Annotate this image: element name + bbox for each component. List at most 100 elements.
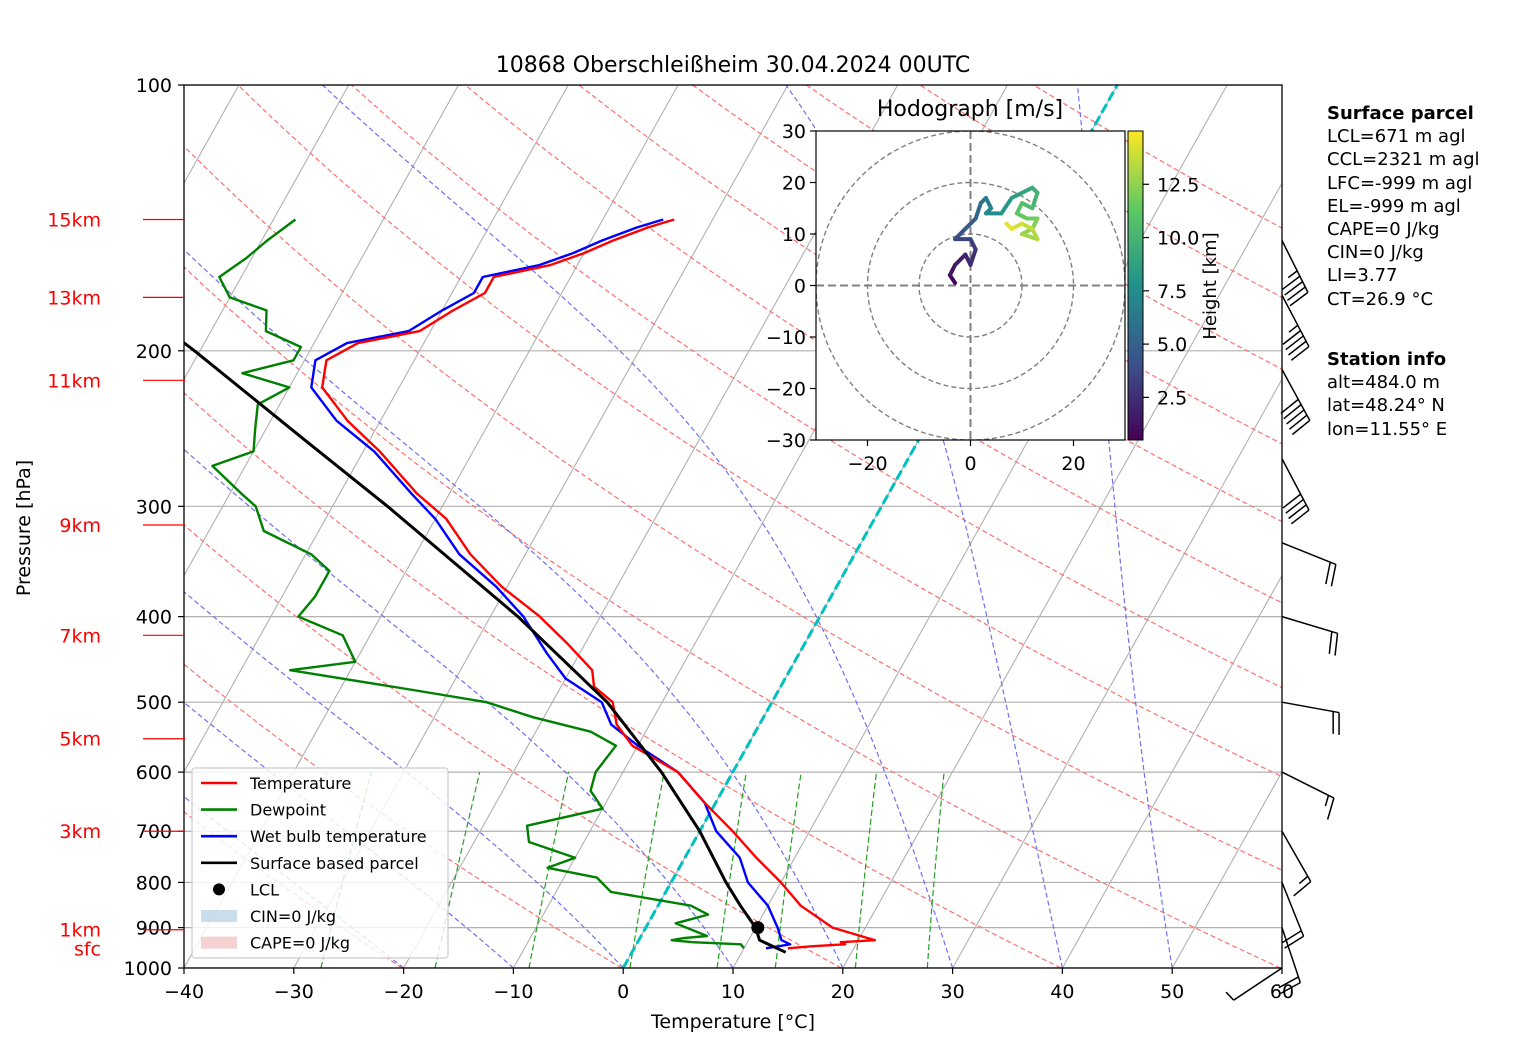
legend-swatch-patch [201,936,237,949]
surface-lcl: LCL=671 m agl [1327,126,1466,148]
pressure-tick-label: 400 [136,607,172,629]
legend-entries: Temperature Dewpoint Wet bulb temperature S… [201,774,427,953]
surface-lfc: LFC=-999 m agl [1327,172,1473,194]
chart-title: 10868 Oberschleißheim 30.04.2024 00UTC [496,53,971,78]
legend-label: CIN=0 J/kg [250,907,336,926]
hodograph-trace-segment [953,252,968,267]
height-label: sfc [74,938,101,960]
wind-barb-feather [1285,335,1304,351]
hodograph-y-tick-label: 0 [794,276,806,298]
surface-cin: CIN=0 J/kg [1327,242,1424,264]
legend-box [191,767,449,959]
temperature-tick-label: 0 [617,981,629,1003]
wind-barb-feather [1282,493,1302,509]
dry-adiabat [184,392,1062,968]
legend-label: Surface based parcel [250,854,419,873]
wind-barb-feather [1289,291,1309,307]
surface-parcel-panel: Surface parcel LCL=671 m agl CCL=2321 m … [1327,102,1480,311]
mixing-ratio-line [716,772,747,968]
colorbar-tick-label: 10.0 [1157,228,1199,250]
isotherm-line [184,85,459,577]
wind-barb-feather [1286,409,1305,425]
legend-label: Temperature [249,774,351,793]
surface-cape: CAPE=0 J/kg [1327,219,1440,241]
legend-label: CAPE=0 J/kg [250,934,350,953]
isotherm-line [842,181,1282,968]
wind-barb-feather [1286,286,1306,302]
surface-el: EL=-999 m agl [1327,195,1461,217]
wind-barb-staff [1281,542,1337,566]
pressure-tick-label: 800 [136,872,172,894]
wind-barb-staff [1281,615,1338,635]
hodograph-trace-segment [973,201,983,221]
hodograph-y-tick-label: −20 [766,379,806,401]
hodograph-x-tick-label: 0 [964,453,976,475]
wind-barb-staff [1281,882,1305,937]
temperature-tick-label: 50 [1160,981,1184,1003]
y-axis-label: Pressure [hPa] [13,460,35,596]
wind-barb-staff [1281,369,1311,421]
hodograph-trace-segment [1030,190,1040,211]
colorbar-tick-labels: 2.5 5.0 7.5 10.0 12.5 [1143,174,1199,409]
wind-barb-feather [1282,330,1302,345]
hodograph-content [816,131,1125,440]
pressure-tick-label: 100 [136,75,172,97]
isotherm-line [1061,574,1282,968]
wind-barb-feather [1285,498,1304,514]
dry-adiabat [237,85,1282,778]
height-label: 9km [59,515,101,537]
station-lat: lat=48.24° N [1327,395,1445,417]
wind-barb-feather [1328,631,1333,654]
station-info-heading: Station info [1327,349,1447,370]
legend-swatch-marker [213,883,225,896]
dewpoint-line [211,218,745,950]
wind-barb-staff [1233,967,1283,1001]
mixing-ratio-line [926,772,945,968]
station-info-panel: Station info alt=484.0 m lat=48.24° N lo… [1327,348,1447,441]
dry-adiabat [184,266,1281,968]
hodograph-tick-labels: −20 0 20 30 20 10 0 −10 −20 −30 [766,121,1086,475]
wind-barb-feather [1326,797,1335,820]
wind-barbs [1225,240,1340,1001]
hodograph-background [816,131,1125,440]
pressure-tick-label: 1000 [124,958,172,980]
moist-adiabat [184,448,734,968]
colorbar-tick-label: 5.0 [1157,334,1187,356]
wind-barb-feather [1281,930,1302,944]
wind-barb-feather [1291,419,1311,436]
dry-adiabat [919,85,1282,299]
hodograph-y-tick-label: 30 [782,121,806,143]
wind-barb-feather [1280,981,1301,995]
temperature-tick-label: −40 [164,981,204,1003]
temperature-tick-label: 20 [831,981,855,1003]
wet-bulb-line [310,218,792,950]
hodograph-y-tick-label: −10 [766,327,806,349]
legend-label: LCL [250,880,279,899]
height-label: 3km [59,821,101,843]
wind-barb-feather [1280,398,1299,414]
height-label: 13km [47,287,101,309]
legend-label: Dewpoint [250,801,326,820]
surface-ct: CT=26.9 °C [1327,288,1434,310]
height-colorbar [1127,130,1144,441]
temperature-tick-label: −30 [274,981,314,1003]
wind-barb-feather [1330,564,1337,587]
temperature-tick-label: 10 [721,981,745,1003]
hodograph-title: Hodograph [m/s] [877,97,1063,122]
wind-barb-feather [1288,340,1307,356]
wind-barb-half-feather [1225,991,1235,1001]
hodograph-x-tick-label: 20 [1061,453,1085,475]
isotherm-line [403,85,899,968]
wind-barb-staff [1281,240,1309,293]
x-axis-label: Temperature [°C] [650,1011,815,1033]
hodograph-x-tick-label: −20 [847,453,887,475]
wind-barb-half-feather [1324,795,1330,807]
isotherm-line [732,85,1228,968]
temperature-tick-label: −20 [384,981,424,1003]
height-label: 15km [47,209,101,231]
hodograph-trace-segment [999,195,1014,216]
pressure-tick-label: 300 [136,496,172,518]
surface-li: LI=3.77 [1327,265,1398,287]
wind-barb-feather [1293,881,1312,897]
